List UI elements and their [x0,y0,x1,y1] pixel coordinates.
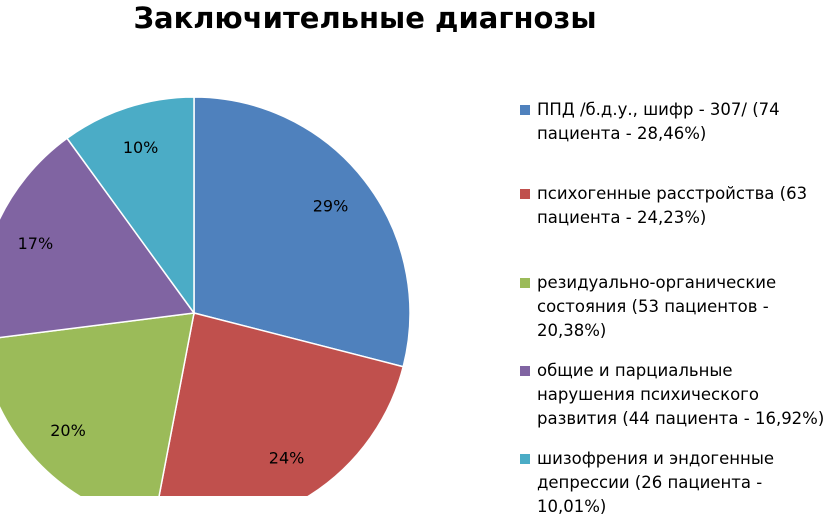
legend-swatch [520,189,530,199]
legend-swatch [520,105,530,115]
legend-label: шизофрения и эндогенные депрессии (26 па… [537,449,774,516]
data-label: 20% [50,421,86,440]
data-label: 17% [18,234,54,253]
legend-label: психогенные расстройства (63 пациента - … [537,184,808,227]
data-label: 10% [123,138,159,157]
chart-title: Заключительные диагнозы [133,1,597,35]
legend-swatch [520,366,530,376]
pie-slice [158,312,405,496]
legend-label: общие и парциальные нарушения психическо… [537,361,825,428]
legend-label: резидуально-органические состояния (53 п… [537,273,777,340]
data-label: 24% [269,448,305,467]
pie-slice [0,312,195,496]
chart: 29% 24% 20% 17% 10% [0,96,411,496]
legend-label: ППД /б.д.у., шифр - 307/ (74 пациента - … [537,100,780,143]
legend-swatch [520,454,530,464]
pie-slice [0,137,196,339]
legend-swatch [520,278,530,288]
pie-slice [65,96,195,316]
pie-slice [193,96,411,368]
page: {"chart_data": {"type": "pie", "title": … [0,1,825,516]
data-label: 29% [313,197,349,216]
